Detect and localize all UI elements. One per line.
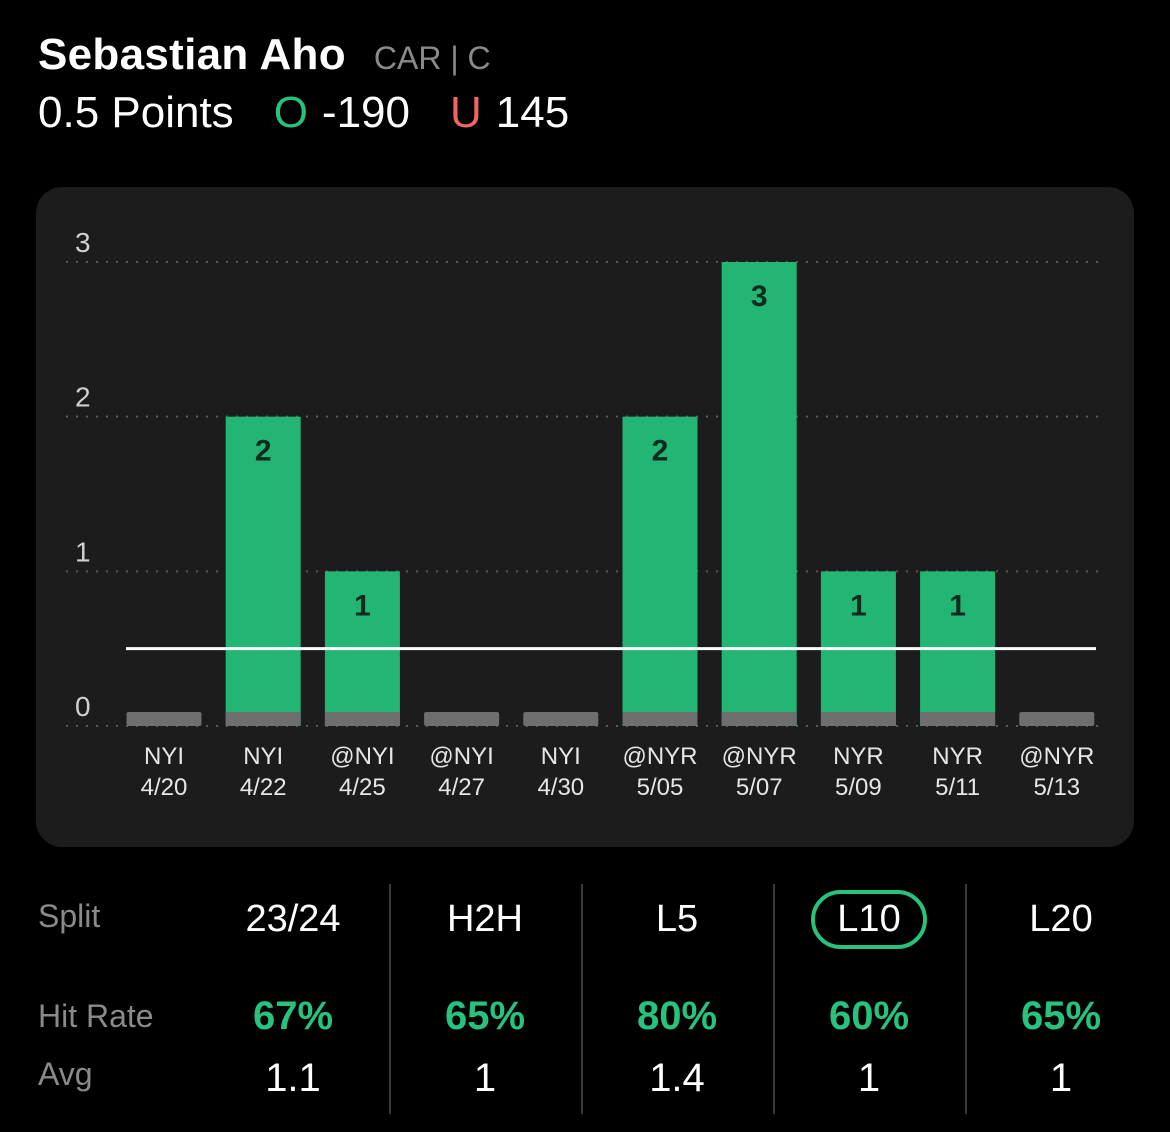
- bar-hit: [225, 416, 301, 726]
- split-tab-l5[interactable]: L5: [655, 898, 699, 940]
- split-column-l20[interactable]: L20 65% 1: [965, 880, 1157, 1114]
- avg-row-label: Avg: [38, 1056, 93, 1092]
- hit-rate-row-label: Hit Rate: [38, 998, 154, 1034]
- under-odds[interactable]: 145: [495, 88, 570, 137]
- x-tick-opponent: NYR: [932, 743, 983, 770]
- y-tick-label: 3: [75, 227, 91, 258]
- split-column-l5[interactable]: L5 80% 1.4: [581, 880, 773, 1114]
- player-header: Sebastian Aho CAR | C 0.5 Points O -190 …: [38, 30, 569, 138]
- split-tab-l20[interactable]: L20: [1029, 898, 1093, 940]
- split-column-h2h[interactable]: H2H 65% 1: [389, 880, 581, 1114]
- column-divider: [773, 884, 775, 1114]
- column-divider: [965, 884, 967, 1114]
- name-row: Sebastian Aho CAR | C: [38, 30, 569, 80]
- bar-base: [324, 712, 400, 726]
- split-tab-h2h[interactable]: H2H: [446, 898, 524, 940]
- split-tab-l10[interactable]: L10: [773, 890, 965, 949]
- avg-value: 1: [857, 1056, 881, 1100]
- x-tick-date: 4/30: [537, 774, 584, 801]
- y-tick-label: 2: [75, 382, 91, 413]
- x-tick-opponent: NYI: [144, 743, 184, 770]
- column-divider: [581, 884, 583, 1114]
- x-tick-date: 4/25: [339, 774, 386, 801]
- x-tick-date: 4/20: [141, 774, 188, 801]
- bar-base: [225, 712, 301, 726]
- bar-base: [523, 712, 599, 726]
- bar-chart: 0 1 2 3 NYI 4/20 2 NYI 4/22 1 @NYI 4/25 @NYI 4/27 NYI 4…: [66, 227, 1104, 801]
- x-tick-opponent: @NYR: [1019, 743, 1094, 770]
- over-odds[interactable]: -190: [321, 88, 410, 137]
- bar-value-label: 2: [652, 435, 669, 468]
- x-tick-date: 4/27: [438, 774, 485, 801]
- bar-value-label: 1: [949, 589, 966, 622]
- hit-rate-value: 65%: [444, 994, 526, 1038]
- bar-base: [622, 712, 698, 726]
- bar-base: [920, 712, 996, 726]
- column-divider: [389, 884, 391, 1114]
- bar-base: [1019, 712, 1095, 726]
- y-tick-label: 1: [75, 536, 91, 567]
- hit-rate-value: 80%: [636, 994, 718, 1038]
- avg-value: 1.4: [649, 1056, 705, 1100]
- bar-value-label: 1: [354, 589, 371, 622]
- split-stats: Split Hit Rate Avg 23/24 67% 1.1 H2H 65%…: [0, 880, 1170, 1120]
- bar-hit: [622, 416, 698, 726]
- x-tick-date: 5/13: [1033, 774, 1080, 801]
- x-tick-opponent: NYI: [243, 743, 283, 770]
- prop-line-row: 0.5 Points O -190 U 145: [38, 88, 569, 138]
- x-tick-opponent: @NYI: [330, 743, 394, 770]
- bar-base: [820, 712, 896, 726]
- x-tick-date: 5/11: [935, 774, 980, 801]
- team-position: CAR | C: [373, 40, 491, 76]
- x-tick-opponent: @NYI: [429, 743, 493, 770]
- hit-rate-value: 60%: [828, 994, 910, 1038]
- x-tick-opponent: NYR: [833, 743, 884, 770]
- x-tick-date: 5/09: [835, 774, 882, 801]
- bar-base: [126, 712, 202, 726]
- x-tick-date: 4/22: [240, 774, 287, 801]
- x-tick-opponent: @NYR: [622, 743, 697, 770]
- split-tab-season[interactable]: 23/24: [245, 898, 341, 940]
- bar-base: [721, 712, 797, 726]
- split-column-season[interactable]: 23/24 67% 1.1: [197, 880, 389, 1114]
- avg-value: 1.1: [265, 1056, 321, 1100]
- game-log-chart: 0 1 2 3 NYI 4/20 2 NYI 4/22 1 @NYI 4/25 @NYI 4/27 NYI 4…: [36, 187, 1134, 847]
- avg-value: 1: [473, 1056, 497, 1100]
- under-marker: U: [450, 88, 482, 137]
- x-tick-date: 5/07: [736, 774, 783, 801]
- bar-hit: [721, 262, 797, 726]
- y-tick-label: 0: [75, 691, 91, 722]
- bar-base: [424, 712, 500, 726]
- hit-rate-value: 65%: [1020, 994, 1102, 1038]
- hit-rate-value: 67%: [252, 994, 334, 1038]
- x-tick-opponent: NYI: [541, 743, 581, 770]
- bar-value-label: 2: [255, 435, 272, 468]
- split-row-label: Split: [38, 898, 101, 934]
- bar-value-label: 3: [751, 280, 768, 313]
- bar-value-label: 1: [850, 589, 867, 622]
- x-tick-opponent: @NYR: [722, 743, 797, 770]
- over-marker: O: [273, 88, 308, 137]
- avg-value: 1: [1049, 1056, 1073, 1100]
- split-column-l10[interactable]: L10 60% 1: [773, 880, 965, 1114]
- player-name: Sebastian Aho: [38, 30, 346, 79]
- x-tick-date: 5/05: [637, 774, 684, 801]
- prop-line: 0.5 Points: [38, 88, 234, 137]
